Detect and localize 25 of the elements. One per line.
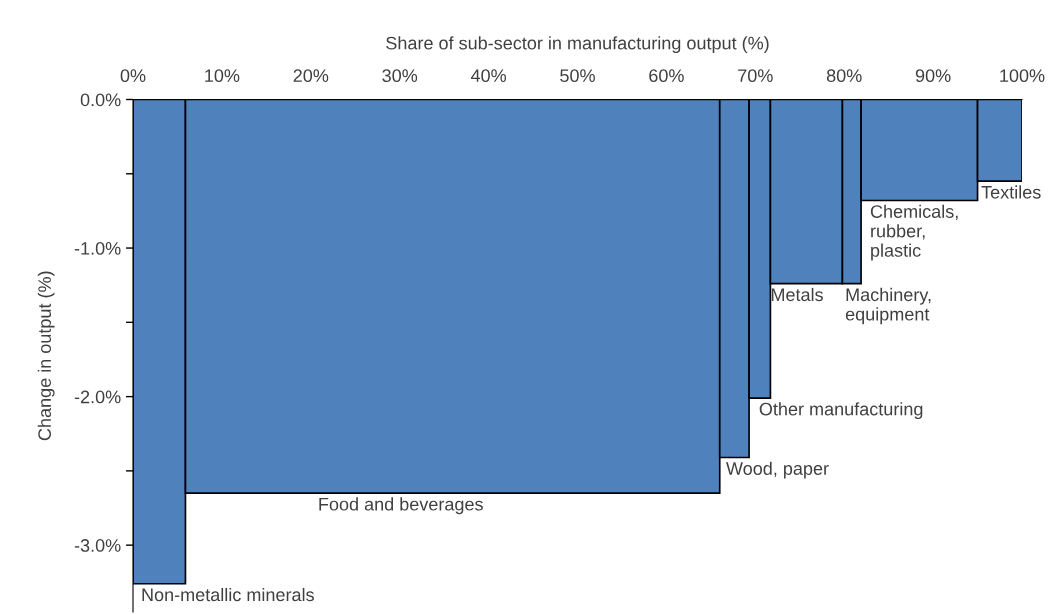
x-axis-title: Share of sub-sector in manufacturing output (%): [386, 36, 769, 54]
y-tick-label: 0.0%: [80, 93, 121, 107]
y-axis-title: Change in output (%): [37, 271, 55, 441]
x-tick-label: 50%: [560, 69, 595, 83]
x-tick-label: 60%: [649, 69, 684, 83]
y-tick-label: -2.0%: [74, 390, 121, 404]
x-tick-label: 0%: [120, 69, 146, 83]
annotation: Textiles: [981, 185, 1041, 199]
x-tick-label: 40%: [470, 69, 507, 83]
annotation: Other manufacturing: [759, 402, 923, 420]
x-tick-label: 20%: [293, 69, 329, 83]
x-tick-label: 90%: [915, 69, 951, 83]
y-tick-label: -1.0%: [74, 241, 121, 255]
x-tick-label: 70%: [738, 69, 773, 83]
x-tick-label: 30%: [382, 69, 418, 83]
annotation: Machinery, equipment: [845, 287, 931, 325]
y-tick-label: -3.0%: [74, 539, 121, 552]
annotation: Non-metallic minerals: [142, 587, 314, 602]
annotation: Chemicals, rubber, plastic: [870, 204, 958, 261]
x-tick-label: 80%: [826, 69, 862, 83]
annotation: Food and beverages: [319, 497, 483, 515]
x-tick-label: 10%: [205, 69, 240, 83]
annotation: Metals: [771, 287, 823, 302]
x-tick-label: 100%: [1000, 69, 1045, 83]
annotation: Wood, paper: [726, 461, 829, 479]
